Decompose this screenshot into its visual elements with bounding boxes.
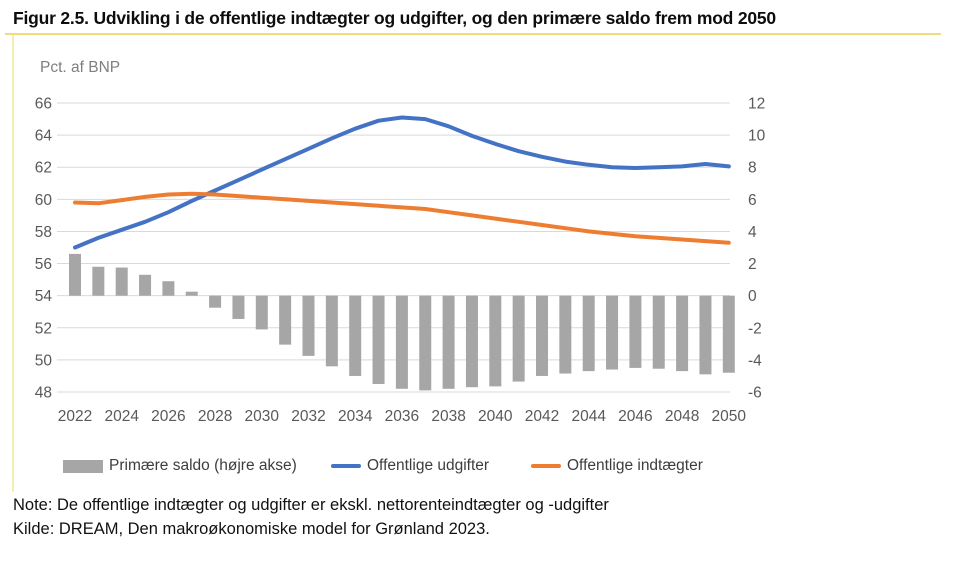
- right-axis-tick: 0: [748, 288, 757, 305]
- bar-primary-balance: [582, 295, 595, 372]
- left-axis-tick: 66: [35, 96, 52, 113]
- bar-primary-balance: [185, 291, 198, 296]
- x-axis-tick: 2034: [338, 408, 373, 425]
- bar-primary-balance: [325, 295, 338, 367]
- bar-primary-balance: [652, 295, 665, 369]
- x-axis-tick: 2024: [104, 408, 139, 425]
- bar-primary-balance: [162, 281, 175, 296]
- bar-primary-balance: [419, 295, 432, 391]
- chart-note: Note: De offentlige indtægter og udgifte…: [13, 496, 609, 514]
- right-axis-tick: 4: [748, 224, 757, 241]
- right-axis-tick: 8: [748, 160, 757, 177]
- legend-line-swatch-blue: [331, 463, 361, 469]
- bar-primary-balance: [92, 266, 105, 296]
- legend-label: Offentlige indtægter: [567, 457, 703, 474]
- x-axis-tick: 2048: [665, 408, 699, 425]
- left-axis-tick: 64: [35, 128, 53, 145]
- line-series: [73, 191, 731, 245]
- legend-item-primary-balance: Primære saldo (højre akse): [63, 456, 297, 476]
- bar-primary-balance: [395, 295, 408, 389]
- legend-label: Offentlige udgifter: [367, 457, 490, 474]
- x-axis-tick: 2040: [478, 408, 513, 425]
- legend-line-swatch-orange: [531, 463, 561, 469]
- bar-primary-balance: [559, 295, 572, 374]
- right-axis-tick: 12: [748, 96, 765, 113]
- title-underline-decoration: [5, 33, 941, 35]
- left-axis-tick: 52: [35, 320, 52, 337]
- bar-primary-balance: [722, 295, 735, 373]
- x-axis-tick: 2030: [245, 408, 280, 425]
- x-axis-tick: 2028: [198, 408, 232, 425]
- left-axis-tick: 54: [35, 288, 53, 305]
- figure-title: Figur 2.5. Udvikling i de offentlige ind…: [13, 8, 776, 28]
- bar-primary-balance: [606, 295, 619, 370]
- x-axis-tick: 2046: [618, 408, 652, 425]
- x-axis-tick: 2026: [151, 408, 185, 425]
- legend-item-expenditure: Offentlige udgifter: [331, 456, 489, 476]
- bar-primary-balance: [115, 267, 128, 296]
- chart-source: Kilde: DREAM, Den makroøkonomiske model …: [13, 520, 490, 538]
- bar-primary-balance: [536, 295, 548, 376]
- right-axis-tick: -4: [748, 352, 762, 369]
- left-axis-tick: 48: [35, 385, 52, 402]
- bar-primary-balance: [232, 295, 245, 319]
- legend-label: Primære saldo (højre akse): [109, 457, 297, 474]
- bar-primary-balance: [302, 295, 315, 356]
- left-axis-tick: 60: [35, 192, 53, 209]
- right-axis-tick: 10: [748, 128, 766, 145]
- bar-primary-balance: [372, 295, 385, 384]
- legend-item-revenue: Offentlige indtægter: [531, 456, 703, 476]
- left-axis-tick: 50: [35, 352, 53, 369]
- bar-primary-balance: [699, 295, 712, 375]
- left-axis-tick: 62: [35, 160, 52, 177]
- bar-primary-balance: [442, 295, 455, 389]
- bar-primary-balance: [465, 295, 478, 388]
- x-axis-tick: 2044: [571, 408, 606, 425]
- bar-primary-balance: [489, 295, 502, 387]
- right-axis-tick: 2: [748, 256, 757, 273]
- bar-primary-balance: [676, 295, 689, 372]
- x-axis-tick: 2050: [712, 408, 747, 425]
- right-axis-tick: -2: [748, 320, 762, 337]
- bar-primary-balance: [349, 295, 362, 376]
- bar-primary-balance: [512, 295, 525, 382]
- line-series: [73, 115, 731, 250]
- x-axis-tick: 2038: [431, 408, 465, 425]
- bar-primary-balance: [209, 295, 222, 308]
- combo-chart: 66 12 64 10 62 8 60 6 58 4 56 2 54 0 52 -2 50 -4 48 -6 2022 2…: [35, 96, 766, 426]
- right-axis-tick: 6: [748, 192, 757, 209]
- right-axis-tick: -6: [748, 385, 762, 402]
- left-border-decoration: [12, 35, 14, 492]
- bar-primary-balance: [279, 295, 292, 345]
- axis-unit-label: Pct. af BNP: [40, 59, 121, 76]
- legend-bar-swatch: [63, 459, 103, 473]
- x-axis-tick: 2042: [525, 408, 559, 425]
- x-axis-tick: 2036: [385, 408, 419, 425]
- x-axis-tick: 2022: [58, 408, 92, 425]
- bar-primary-balance: [139, 274, 152, 296]
- bar-primary-balance: [255, 295, 268, 330]
- x-axis-tick: 2032: [291, 408, 325, 425]
- left-axis-tick: 58: [35, 224, 52, 241]
- bar-primary-balance: [69, 253, 81, 296]
- bar-primary-balance: [629, 295, 642, 368]
- left-axis-tick: 56: [35, 256, 52, 273]
